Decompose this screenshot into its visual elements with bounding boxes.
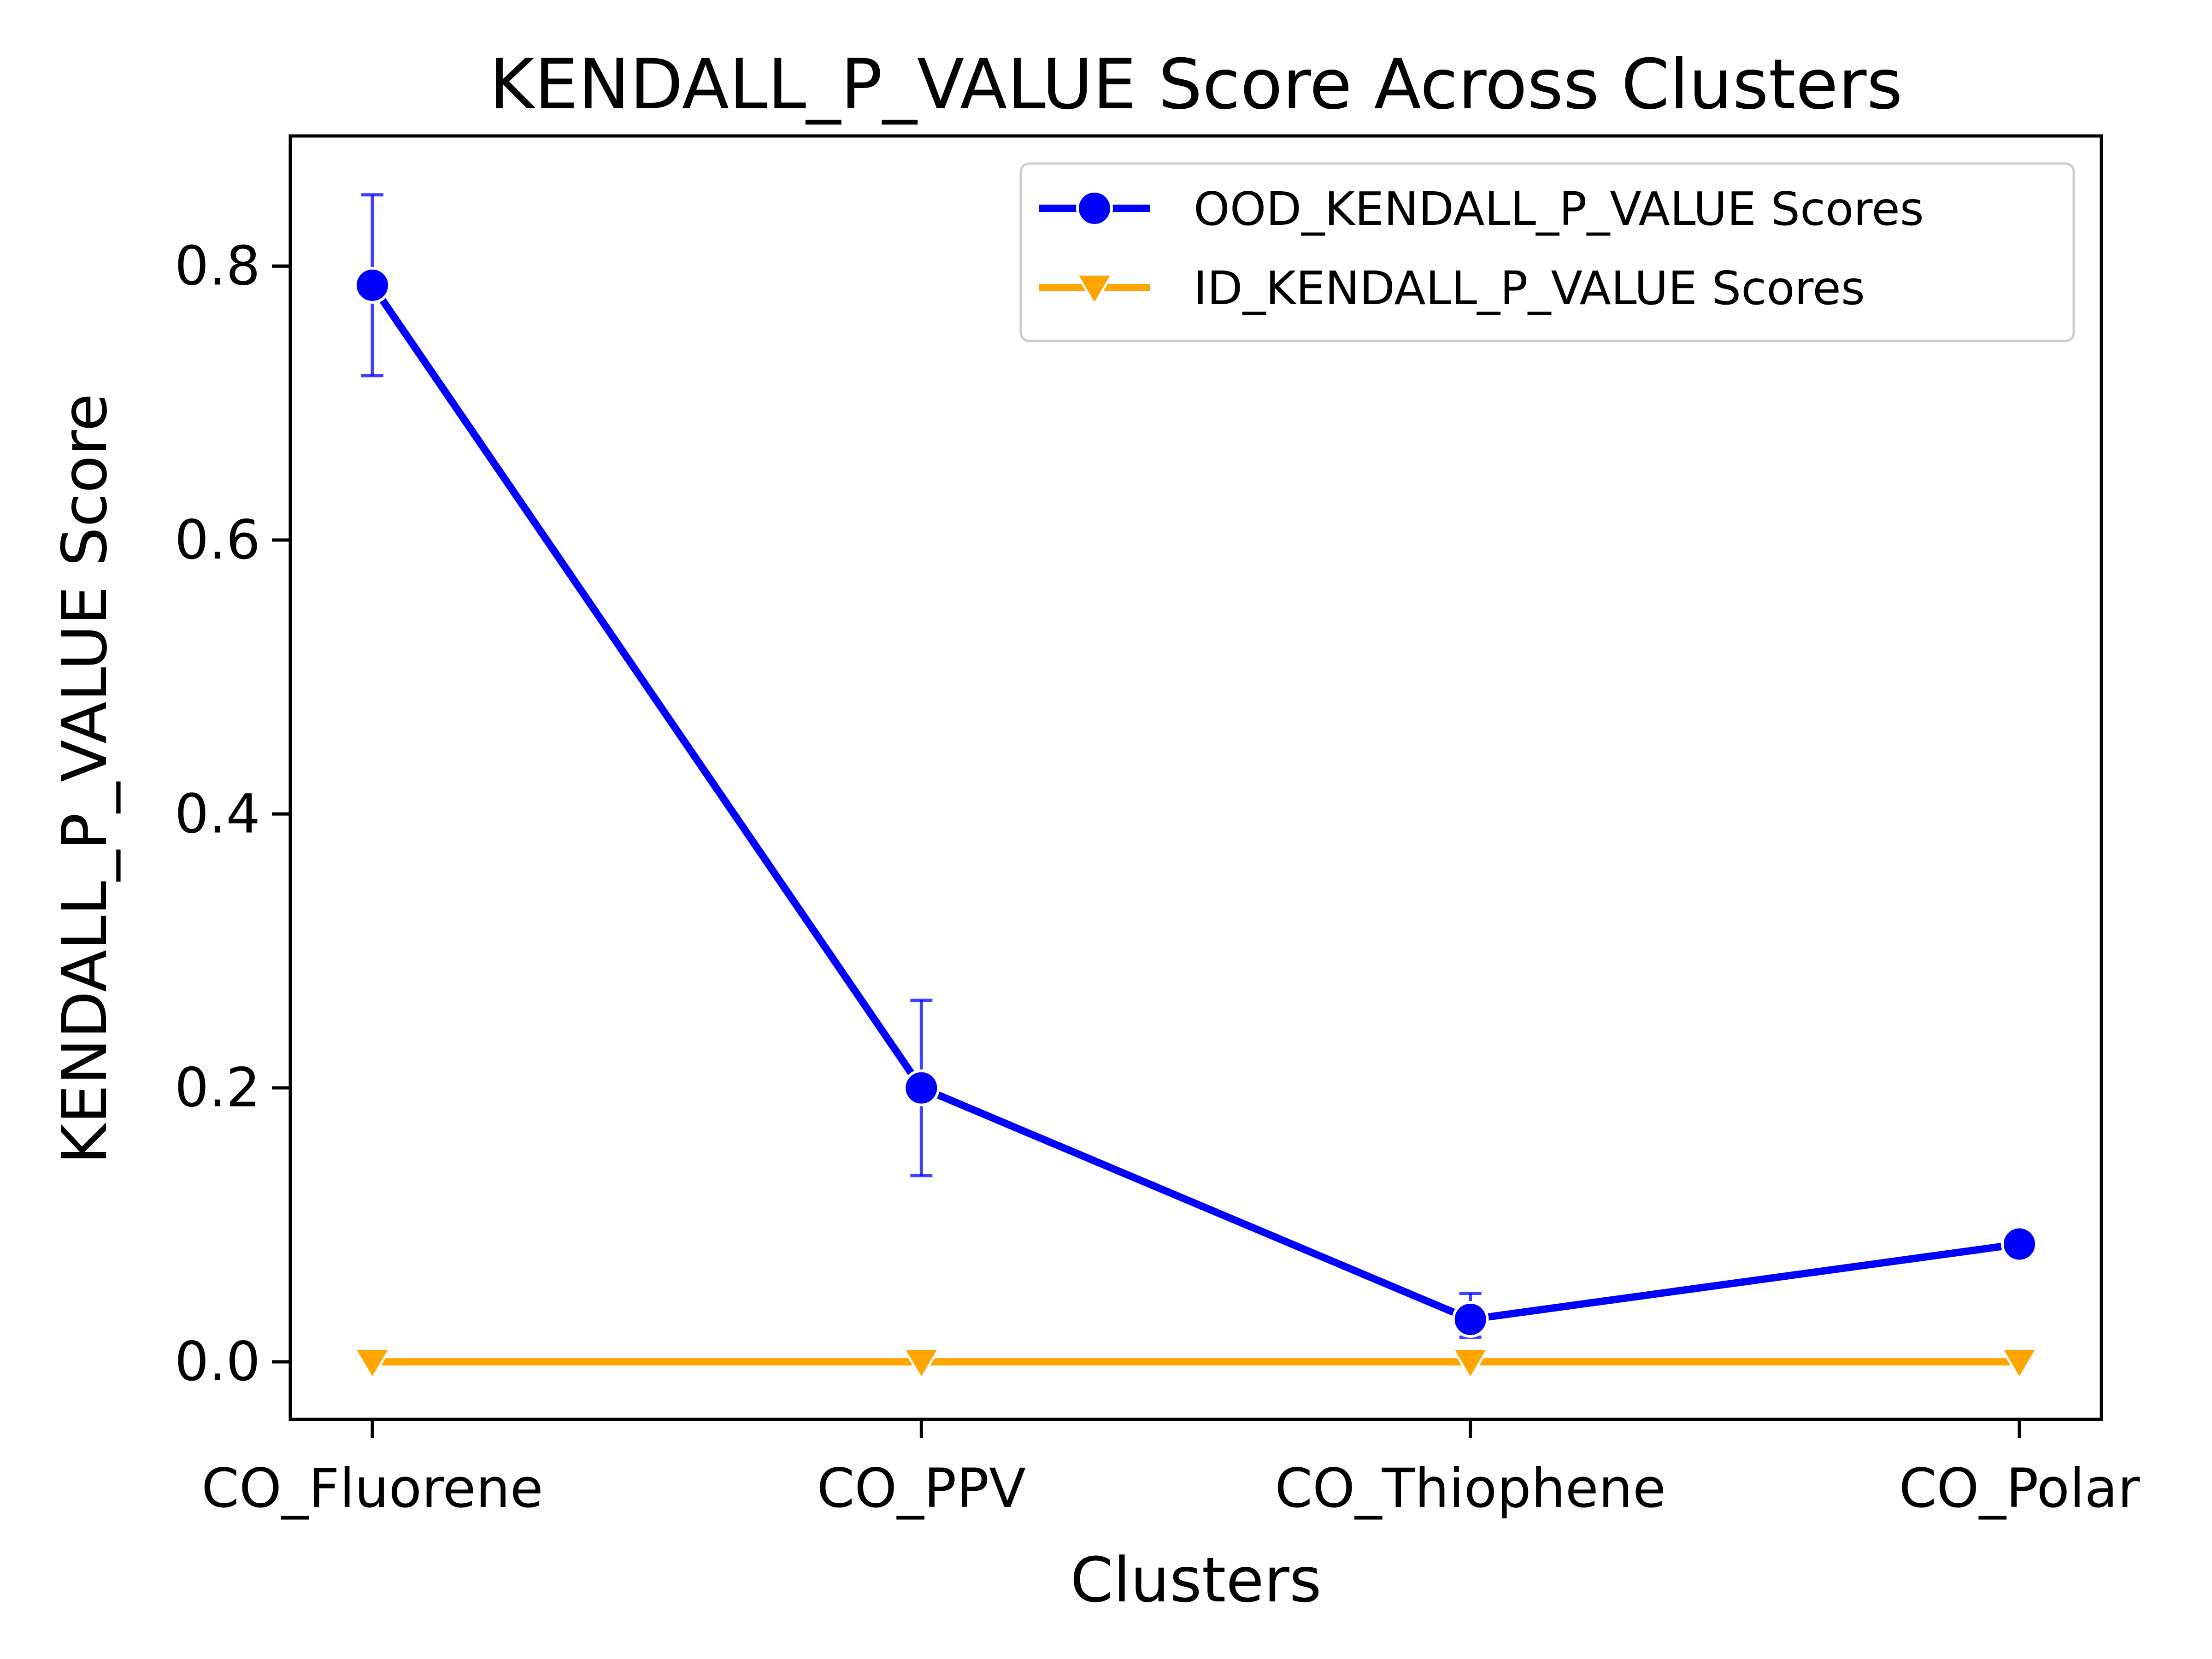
y-tick-label: 0.2 <box>175 1056 260 1119</box>
legend-marker <box>1076 190 1113 227</box>
x-tick-label: CO_PPV <box>817 1457 1026 1520</box>
axes: 0.0 0.2 0.4 0.6 0.8 CO_Fluorene CO_PPV CO_Thiop… <box>175 234 2140 1520</box>
legend-label: OOD_KENDALL_P_VALUE Scores <box>1194 182 1924 236</box>
data-point <box>903 1069 940 1106</box>
y-tick-label: 0.4 <box>175 782 260 845</box>
x-tick-label: CO_Polar <box>1899 1457 2140 1520</box>
data-point <box>901 1347 941 1381</box>
x-tick-label: CO_Fluorene <box>201 1457 543 1520</box>
data-point <box>354 266 391 304</box>
data-point <box>353 1347 392 1381</box>
legend-frame <box>1019 162 2075 342</box>
y-tick-label: 0.0 <box>175 1330 260 1393</box>
data-point <box>2001 1225 2038 1263</box>
x-axis-label: Clusters <box>1070 1544 1321 1616</box>
data-point <box>1451 1347 1490 1381</box>
legend-label: ID_KENDALL_P_VALUE Scores <box>1194 261 1865 315</box>
legend-marker <box>1075 273 1114 307</box>
data-point <box>1452 1301 1489 1338</box>
y-tick-label: 0.8 <box>175 234 260 297</box>
chart-title: KENDALL_P_VALUE Score Across Clusters <box>489 45 1902 125</box>
series-line <box>369 281 2023 1324</box>
y-axis-label: KENDALL_P_VALUE Score <box>49 394 121 1165</box>
plot-area <box>353 193 2039 1381</box>
x-tick-label: CO_Thiophene <box>1275 1457 1666 1520</box>
legend: OOD_KENDALL_P_VALUE Scores ID_KENDALL_P_V… <box>1019 162 2075 342</box>
plot-frame <box>288 134 2103 1421</box>
data-point <box>2000 1347 2039 1381</box>
y-tick-label: 0.6 <box>175 508 260 571</box>
